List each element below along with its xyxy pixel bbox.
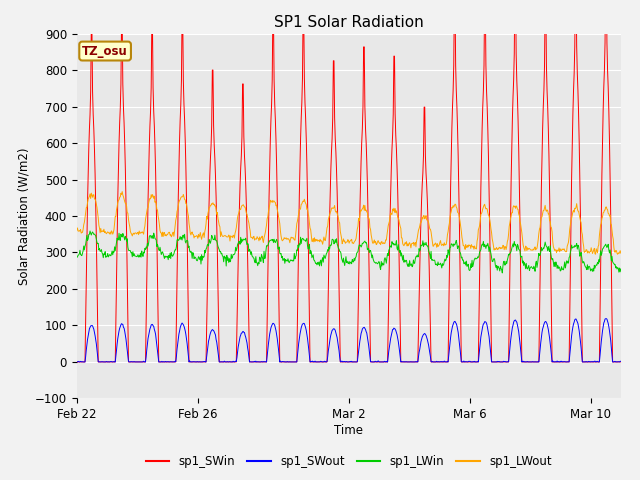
sp1_LWout: [301, 196, 308, 202]
Line: sp1_LWout: sp1_LWout: [77, 192, 621, 254]
sp1_LWout: [617, 250, 625, 256]
sp1_SWin: [93, 235, 100, 240]
sp1_SWout: [93, 347, 101, 353]
sp1_LWin: [86, 228, 94, 234]
sp1_SWout: [513, 319, 520, 325]
sp1_LWout: [73, 227, 81, 233]
sp1_SWin: [513, 51, 520, 57]
sp1_SWin: [73, 359, 81, 365]
Line: sp1_LWin: sp1_LWin: [77, 231, 621, 273]
sp1_SWin: [201, 359, 209, 365]
sp1_LWout: [382, 237, 390, 243]
sp1_SWout: [301, 321, 308, 326]
sp1_SWout: [602, 316, 610, 322]
sp1_LWin: [382, 257, 390, 263]
sp1_SWin: [617, 359, 625, 365]
Legend: sp1_SWin, sp1_SWout, sp1_LWin, sp1_LWout: sp1_SWin, sp1_SWout, sp1_LWin, sp1_LWout: [141, 450, 557, 473]
Title: SP1 Solar Radiation: SP1 Solar Radiation: [274, 15, 424, 30]
sp1_SWout: [74, 359, 81, 365]
X-axis label: Time: Time: [334, 424, 364, 437]
sp1_SWout: [73, 359, 81, 365]
sp1_LWout: [202, 226, 209, 232]
sp1_LWin: [93, 240, 101, 245]
sp1_LWin: [513, 241, 521, 247]
sp1_LWout: [93, 202, 100, 207]
sp1_LWout: [118, 189, 126, 194]
sp1_SWout: [271, 325, 279, 331]
Y-axis label: Solar Radiation (W/m2): Solar Radiation (W/m2): [18, 147, 31, 285]
sp1_SWin: [381, 359, 389, 365]
sp1_LWin: [271, 240, 279, 246]
sp1_LWin: [499, 270, 506, 276]
sp1_SWin: [271, 101, 278, 107]
Line: sp1_SWin: sp1_SWin: [77, 0, 621, 362]
sp1_LWin: [301, 237, 308, 243]
sp1_SWout: [202, 359, 209, 365]
Text: TZ_osu: TZ_osu: [82, 45, 128, 58]
sp1_SWout: [617, 359, 625, 364]
sp1_SWin: [300, 9, 308, 15]
sp1_LWin: [202, 250, 209, 256]
sp1_LWout: [513, 204, 520, 210]
Line: sp1_SWout: sp1_SWout: [77, 319, 621, 362]
sp1_SWout: [382, 359, 390, 365]
sp1_LWin: [73, 254, 81, 260]
sp1_LWin: [617, 266, 625, 272]
sp1_LWout: [271, 200, 279, 205]
sp1_LWout: [614, 252, 621, 257]
